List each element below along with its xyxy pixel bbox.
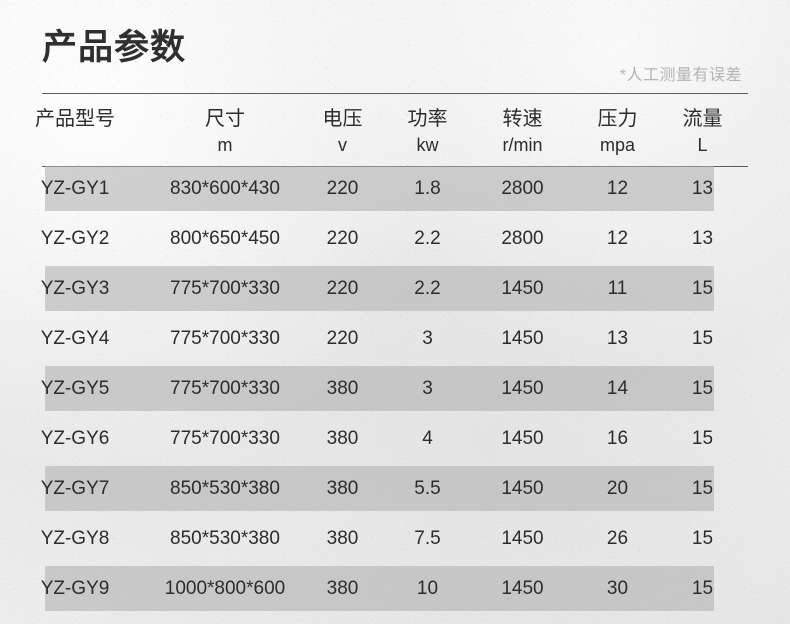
column-header-size-unit: m [217,135,233,155]
table-row: YZ-GY2 800*650*450 220 2.2 2800 12 13 [0,214,790,264]
cell-power: 5.5 [414,478,441,499]
cell-pressure: 13 [606,328,629,349]
cell-size: 850*530*380 [170,478,280,499]
cell-pressure: 12 [606,228,629,249]
cell-pressure: 26 [606,528,629,549]
cell-speed: 1450 [501,578,544,599]
column-header-model-label: 产品型号 [35,108,115,130]
cell-size: 775*700*330 [170,328,280,349]
column-header-flow: 流量 L [660,106,745,157]
table-row: YZ-GY6 775*700*330 380 4 1450 16 15 [0,414,790,464]
cell-power: 10 [416,578,439,599]
cell-power: 2.2 [414,228,441,249]
divider-top [42,93,748,94]
cell-pressure: 14 [606,378,629,399]
column-header-power-label: 功率 [407,108,448,130]
table-row: YZ-GY8 850*530*380 380 7.5 1450 26 15 [0,514,790,564]
cell-power: 1.8 [414,178,441,199]
column-header-voltage-label: 电压 [322,108,363,130]
cell-model: YZ-GY4 [40,328,110,349]
cell-size: 830*600*430 [170,178,280,199]
cell-voltage: 220 [326,228,359,249]
table-header-row: 产品型号 尺寸 m 电压 v 功率 kw 转速 r/min 压力 mpa 流量 … [0,104,790,164]
cell-model: YZ-GY6 [40,428,110,449]
cell-pressure: 20 [606,478,629,499]
column-header-pressure-label: 压力 [597,108,638,130]
cell-voltage: 380 [326,428,359,449]
cell-voltage: 220 [326,328,359,349]
cell-model: YZ-GY9 [40,578,110,599]
cell-power: 7.5 [414,528,441,549]
cell-model: YZ-GY1 [40,178,110,199]
cell-flow: 15 [691,378,714,399]
cell-flow: 15 [691,478,714,499]
cell-size: 775*700*330 [170,278,280,299]
cell-flow: 15 [691,328,714,349]
cell-pressure: 11 [607,278,628,299]
spec-table: 产品型号 尺寸 m 电压 v 功率 kw 转速 r/min 压力 mpa 流量 … [0,104,790,614]
column-header-flow-label: 流量 [682,108,723,130]
table-row: YZ-GY1 830*600*430 220 1.8 2800 12 13 [0,164,790,214]
cell-flow: 15 [691,278,714,299]
cell-model: YZ-GY2 [40,228,110,249]
cell-power: 3 [422,328,433,349]
cell-voltage: 380 [326,478,359,499]
column-header-model: 产品型号 [0,106,150,155]
cell-model: YZ-GY5 [40,378,110,399]
cell-power: 2.2 [414,278,441,299]
cell-speed: 1450 [501,428,544,449]
cell-model: YZ-GY3 [40,278,110,299]
cell-model: YZ-GY7 [40,478,110,499]
column-header-speed-label: 转速 [502,108,543,130]
measurement-disclaimer: *人工测量有误差 [619,67,742,84]
table-body: YZ-GY1 830*600*430 220 1.8 2800 12 13 YZ-GY2 800… [0,164,790,614]
cell-voltage: 220 [326,178,359,199]
column-header-power: 功率 kw [385,106,470,157]
cell-speed: 1450 [501,328,544,349]
column-header-pressure-unit: mpa [599,135,635,155]
cell-flow: 15 [691,428,714,449]
table-row: YZ-GY7 850*530*380 380 5.5 1450 20 15 [0,464,790,514]
cell-pressure: 30 [606,578,629,599]
cell-speed: 1450 [501,278,544,299]
cell-size: 800*650*450 [170,228,280,249]
cell-voltage: 380 [326,578,359,599]
cell-speed: 2800 [501,228,544,249]
table-row: YZ-GY4 775*700*330 220 3 1450 13 15 [0,314,790,364]
cell-flow: 13 [691,228,714,249]
column-header-size-label: 尺寸 [205,108,245,130]
cell-speed: 1450 [501,528,544,549]
column-header-voltage: 电压 v [300,106,385,157]
cell-voltage: 220 [326,278,359,299]
cell-pressure: 12 [606,178,629,199]
cell-size: 775*700*330 [170,428,280,449]
cell-speed: 1450 [501,478,544,499]
cell-speed: 1450 [501,378,544,399]
column-header-speed-unit: r/min [502,135,543,155]
page-title: 产品参数 [42,28,187,67]
cell-flow: 15 [691,578,714,599]
cell-size: 850*530*380 [170,528,280,549]
cell-pressure: 16 [606,428,629,449]
cell-model: YZ-GY8 [40,528,110,549]
table-row: YZ-GY9 1000*800*600 380 10 1450 30 15 [0,564,790,614]
cell-power: 3 [422,378,433,399]
column-header-pressure: 压力 mpa [575,106,660,157]
cell-size: 775*700*330 [170,378,280,399]
cell-voltage: 380 [326,378,359,399]
cell-power: 4 [422,428,433,449]
column-header-power-unit: kw [416,135,439,155]
cell-flow: 13 [691,178,714,199]
column-header-flow-unit: L [697,135,708,155]
table-row: YZ-GY3 775*700*330 220 2.2 1450 11 15 [0,264,790,314]
column-header-voltage-unit: v [338,135,347,155]
cell-voltage: 380 [326,528,359,549]
cell-flow: 15 [691,528,714,549]
cell-size: 1000*800*600 [164,578,286,599]
table-row: YZ-GY5 775*700*330 380 3 1450 14 15 [0,364,790,414]
column-header-size: 尺寸 m [150,106,300,157]
cell-speed: 2800 [501,178,544,199]
column-header-speed: 转速 r/min [470,106,575,157]
